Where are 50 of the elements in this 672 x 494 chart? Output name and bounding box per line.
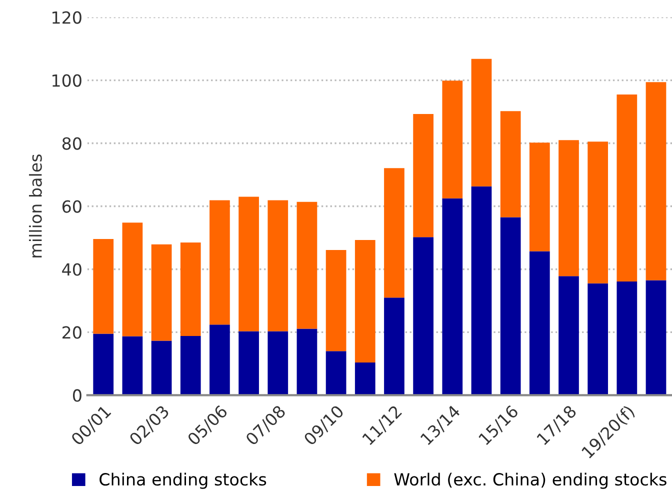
bar [558, 140, 579, 276]
y-tick-label: 80 [62, 137, 82, 150]
bar [558, 276, 579, 396]
bar [646, 280, 666, 396]
bar [238, 331, 259, 396]
bar [122, 222, 143, 336]
y-tick-label: 20 [62, 326, 82, 339]
bar [529, 251, 550, 396]
bar [93, 334, 114, 396]
bar [180, 336, 201, 396]
bar [500, 217, 521, 396]
bar [296, 202, 318, 329]
y-tick-label: 100 [52, 74, 82, 87]
bar [616, 94, 638, 282]
bar [646, 82, 666, 280]
bar [413, 114, 434, 238]
bar [588, 283, 608, 396]
bar [210, 200, 230, 325]
bar [268, 331, 288, 396]
bar [588, 142, 608, 284]
bar [268, 200, 288, 332]
bar [529, 142, 550, 252]
bar [616, 282, 638, 396]
bar [180, 242, 201, 336]
bar [238, 196, 259, 332]
bar [384, 168, 404, 298]
y-axis-title: million bales [29, 154, 42, 258]
bar [471, 186, 492, 396]
legend-label: China ending stocks [100, 472, 266, 489]
bar [413, 237, 434, 396]
y-tick-label: 40 [62, 263, 82, 276]
bar [326, 250, 346, 352]
bar [296, 328, 318, 396]
bar [384, 298, 404, 396]
y-tick-label: 60 [62, 200, 82, 213]
y-tick-label: 120 [52, 11, 82, 24]
bar [354, 240, 376, 362]
bar [471, 58, 492, 186]
bar [151, 340, 172, 396]
bar [354, 362, 376, 396]
bar [500, 111, 521, 218]
bar [442, 198, 463, 396]
bar [442, 80, 463, 198]
bar [326, 351, 346, 396]
bar [93, 238, 114, 334]
bar [210, 324, 230, 396]
y-tick-label: 0 [72, 389, 82, 402]
legend-label: World (exc. China) ending stocks [394, 472, 666, 489]
bar [151, 244, 172, 341]
bar [122, 336, 143, 396]
